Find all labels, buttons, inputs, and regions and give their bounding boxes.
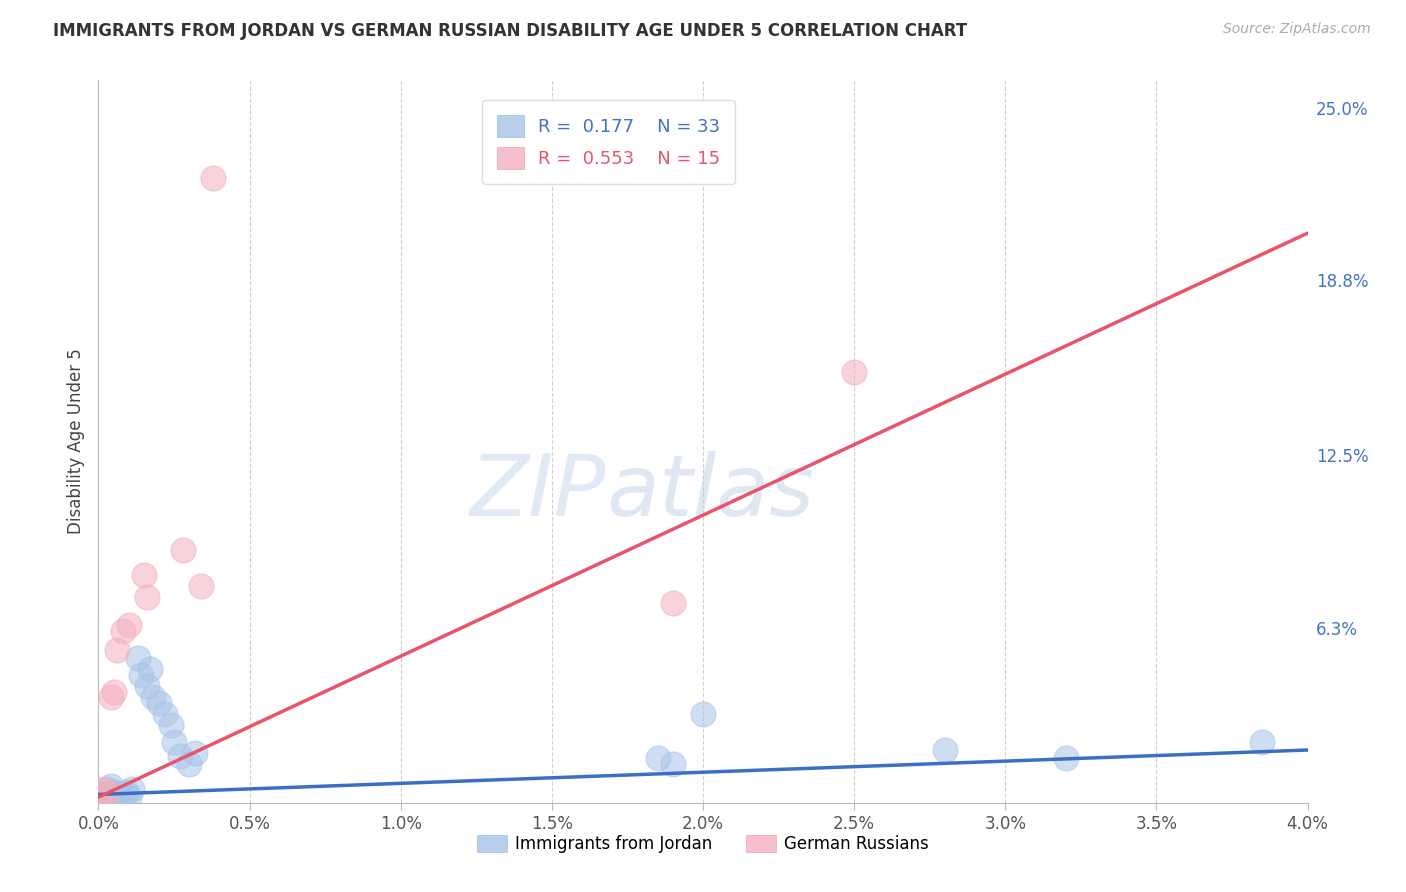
Point: [692, 706, 714, 721]
Point: [844, 365, 866, 379]
Point: [105, 788, 128, 802]
Point: [96, 781, 118, 796]
Point: [160, 718, 183, 732]
Point: [90, 788, 112, 802]
Point: [103, 785, 125, 799]
Point: [100, 690, 122, 705]
Point: [661, 596, 683, 610]
Y-axis label: Disability Age Under 5: Disability Age Under 5: [66, 349, 84, 534]
Point: [103, 684, 125, 698]
Point: [93, 788, 115, 802]
Text: ZIP: ZIP: [470, 450, 606, 533]
Point: [100, 779, 122, 793]
Point: [108, 790, 131, 805]
Point: [93, 781, 115, 796]
Point: [169, 748, 191, 763]
Point: [96, 788, 118, 802]
Legend: Immigrants from Jordan, German Russians: Immigrants from Jordan, German Russians: [471, 828, 935, 860]
Point: [190, 579, 212, 593]
Point: [163, 734, 186, 748]
Point: [105, 643, 128, 657]
Point: [96, 793, 118, 807]
Point: [139, 662, 162, 676]
Point: [1251, 734, 1274, 748]
Point: [118, 790, 141, 805]
Point: [121, 781, 143, 796]
Point: [647, 751, 669, 765]
Point: [111, 624, 134, 638]
Point: [118, 618, 141, 632]
Point: [135, 590, 157, 604]
Point: [153, 706, 176, 721]
Point: [132, 568, 155, 582]
Point: [103, 793, 125, 807]
Point: [184, 746, 207, 760]
Point: [934, 743, 956, 757]
Point: [114, 785, 136, 799]
Point: [90, 790, 112, 805]
Point: [142, 690, 165, 705]
Point: [135, 679, 157, 693]
Point: [111, 788, 134, 802]
Point: [661, 756, 683, 771]
Point: [202, 170, 225, 185]
Point: [148, 696, 170, 710]
Point: [1054, 751, 1077, 765]
Point: [179, 756, 201, 771]
Point: [100, 790, 122, 805]
Text: Source: ZipAtlas.com: Source: ZipAtlas.com: [1223, 22, 1371, 37]
Text: atlas: atlas: [606, 450, 814, 533]
Point: [129, 668, 152, 682]
Point: [172, 542, 194, 557]
Point: [127, 651, 149, 665]
Text: IMMIGRANTS FROM JORDAN VS GERMAN RUSSIAN DISABILITY AGE UNDER 5 CORRELATION CHAR: IMMIGRANTS FROM JORDAN VS GERMAN RUSSIAN…: [53, 22, 967, 40]
